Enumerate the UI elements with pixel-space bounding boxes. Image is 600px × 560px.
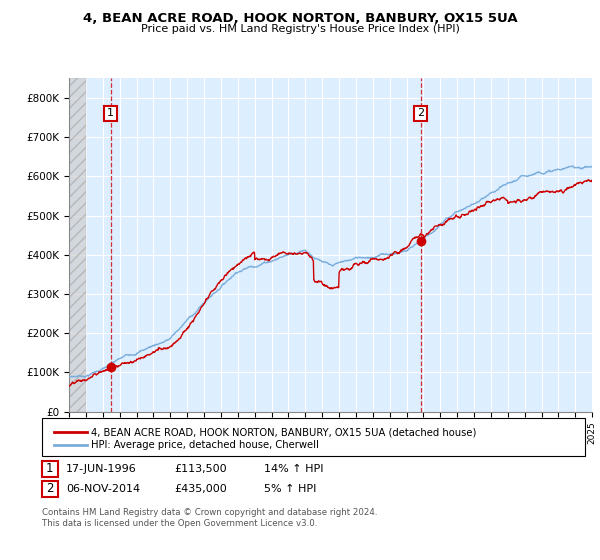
Text: 2: 2 — [417, 109, 424, 118]
Bar — [69, 78, 86, 412]
Text: 14% ↑ HPI: 14% ↑ HPI — [264, 464, 323, 474]
Text: 06-NOV-2014: 06-NOV-2014 — [66, 484, 140, 494]
Text: £113,500: £113,500 — [174, 464, 227, 474]
Text: 4, BEAN ACRE ROAD, HOOK NORTON, BANBURY, OX15 5UA (detached house): 4, BEAN ACRE ROAD, HOOK NORTON, BANBURY,… — [91, 427, 476, 437]
Text: £435,000: £435,000 — [174, 484, 227, 494]
Text: Contains HM Land Registry data © Crown copyright and database right 2024.
This d: Contains HM Land Registry data © Crown c… — [42, 508, 377, 528]
Text: 4, BEAN ACRE ROAD, HOOK NORTON, BANBURY, OX15 5UA: 4, BEAN ACRE ROAD, HOOK NORTON, BANBURY,… — [83, 12, 517, 25]
Text: 1: 1 — [107, 109, 114, 118]
Text: 2: 2 — [46, 482, 53, 496]
Text: 17-JUN-1996: 17-JUN-1996 — [66, 464, 137, 474]
Text: Price paid vs. HM Land Registry's House Price Index (HPI): Price paid vs. HM Land Registry's House … — [140, 24, 460, 34]
Text: 5% ↑ HPI: 5% ↑ HPI — [264, 484, 316, 494]
Text: HPI: Average price, detached house, Cherwell: HPI: Average price, detached house, Cher… — [91, 440, 319, 450]
Text: 1: 1 — [46, 462, 53, 475]
